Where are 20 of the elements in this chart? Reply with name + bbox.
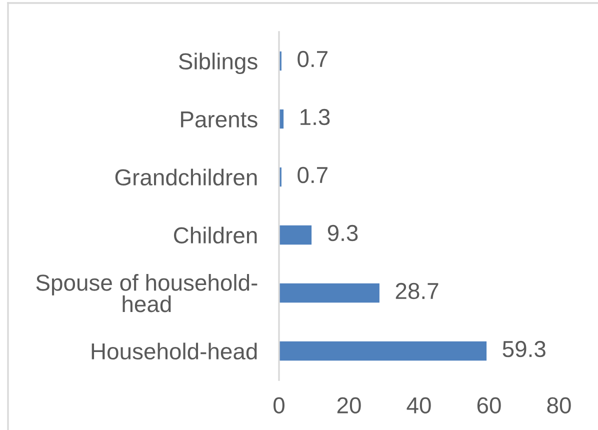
- y-tick-label: Children: [174, 226, 257, 244]
- data-label: 9.3: [328, 224, 358, 242]
- data-label: 28.7: [396, 282, 438, 300]
- y-tick-label: Grandchildren: [115, 168, 257, 186]
- y-tick-label: Parents: [181, 112, 258, 128]
- bar: [279, 225, 312, 245]
- y-tick-label: Spouse of household-head: [36, 274, 258, 312]
- data-label: 1.3: [300, 108, 330, 126]
- data-label: 0.7: [298, 50, 328, 68]
- bar: [279, 283, 380, 303]
- x-tick-label: 60: [477, 397, 501, 414]
- x-tick-label: 0: [274, 397, 284, 414]
- data-label: 0.7: [298, 166, 328, 184]
- x-tick-label: 40: [406, 397, 431, 414]
- x-tick-label: 80: [547, 397, 571, 414]
- y-tick-label: Household-head: [92, 342, 257, 360]
- bar: [279, 341, 487, 361]
- y-tick-label: Siblings: [178, 52, 258, 74]
- data-label: 59.3: [502, 340, 546, 358]
- x-tick-label: 20: [337, 397, 361, 414]
